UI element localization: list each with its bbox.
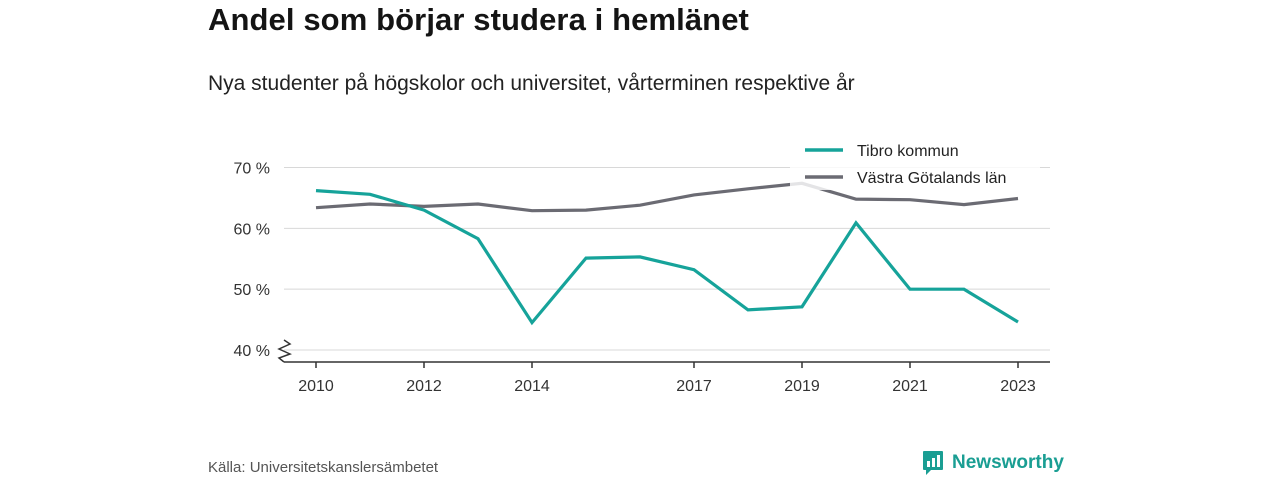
legend-label: Västra Götalands län bbox=[857, 170, 1006, 187]
brand-name: Newsworthy bbox=[952, 452, 1064, 473]
x-tick-label: 2014 bbox=[514, 378, 550, 395]
legend-background bbox=[790, 134, 1040, 190]
source-note: Källa: Universitetskanslersämbetet bbox=[208, 459, 439, 476]
chart-title: Andel som börjar studera i hemlänet bbox=[208, 2, 749, 37]
brand: Newsworthy bbox=[922, 450, 1064, 476]
x-tick-label: 2017 bbox=[676, 378, 712, 395]
series-line-vastra bbox=[315, 181, 1019, 213]
newsworthy-logo-icon bbox=[923, 451, 943, 475]
x-tick-label: 2023 bbox=[1000, 378, 1036, 395]
y-tick-label: 50 % bbox=[234, 282, 270, 299]
chart-subtitle: Nya studenter på högskolor och universit… bbox=[208, 72, 855, 95]
y-tick-label: 60 % bbox=[234, 221, 270, 238]
series-line-tibro bbox=[315, 189, 1019, 326]
x-tick-label: 2021 bbox=[892, 378, 928, 395]
x-tick-label: 2019 bbox=[784, 378, 820, 395]
y-tick-label: 70 % bbox=[234, 161, 270, 178]
axis-break-icon bbox=[277, 339, 292, 363]
legend-label: Tibro kommun bbox=[857, 143, 959, 160]
x-tick-label: 2012 bbox=[406, 378, 442, 395]
x-tick-label: 2010 bbox=[298, 378, 334, 395]
y-tick-label: 40 % bbox=[234, 343, 270, 360]
